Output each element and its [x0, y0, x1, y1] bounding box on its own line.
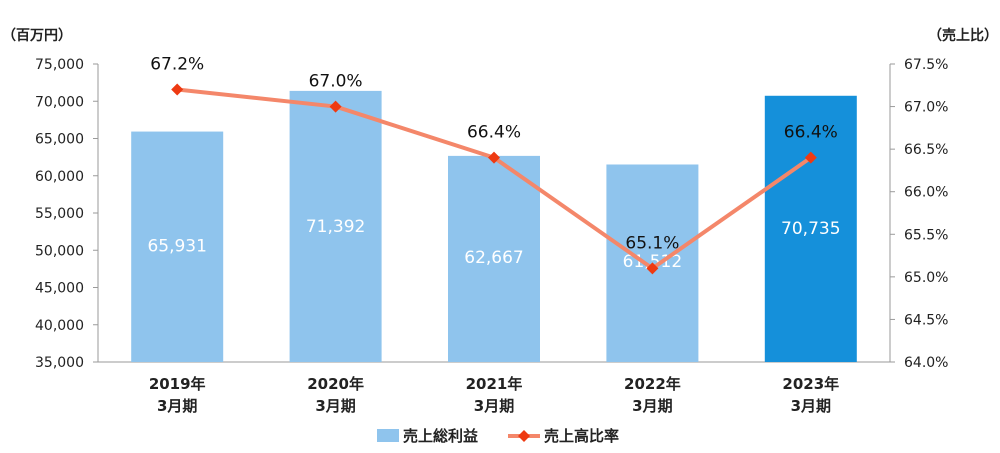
x-tick-label-period: 3月期	[315, 397, 355, 415]
bar-gross-profit	[448, 155, 540, 362]
x-tick-label-year: 2020年	[307, 375, 364, 393]
ratio-value-label: 67.2%	[150, 55, 204, 75]
left-tick-label: 45,000	[35, 281, 84, 297]
x-tick-label-period: 3月期	[157, 397, 197, 415]
ratio-marker	[171, 83, 184, 96]
left-tick-label: 60,000	[35, 169, 84, 185]
bar-gross-profit	[289, 90, 382, 362]
legend-bar-swatch	[377, 429, 399, 442]
ratio-value-label: 65.1%	[625, 233, 679, 253]
left-tick-label: 65,000	[35, 132, 84, 148]
bar-gross-profit	[131, 131, 224, 362]
ratio-value-label: 66.4%	[467, 123, 521, 143]
right-tick-label: 64.0%	[904, 355, 948, 371]
legend-line-marker	[518, 430, 530, 442]
x-tick-label-period: 3月期	[474, 397, 514, 415]
bar-value-label: 62,667	[464, 248, 523, 268]
right-tick-label: 67.0%	[904, 100, 948, 116]
x-tick-label-year: 2021年	[466, 375, 523, 393]
x-tick-label-period: 3月期	[632, 397, 672, 415]
left-tick-label: 55,000	[35, 206, 84, 222]
bar-gross-profit	[764, 95, 857, 363]
left-tick-label: 75,000	[35, 57, 84, 73]
x-tick-label-period: 3月期	[791, 397, 831, 415]
right-axis-unit-label: （売上比）	[928, 27, 998, 44]
left-tick-label: 35,000	[35, 355, 84, 371]
right-tick-label: 67.5%	[904, 57, 948, 73]
ratio-value-label: 67.0%	[309, 72, 363, 92]
right-tick-label: 66.5%	[904, 142, 948, 158]
left-tick-label: 40,000	[35, 318, 84, 334]
right-tick-label: 64.5%	[904, 312, 948, 328]
ratio-marker	[329, 100, 342, 113]
right-tick-label: 65.0%	[904, 270, 948, 286]
ratio-marker	[804, 151, 817, 164]
ratio-marker	[646, 262, 659, 275]
x-tick-label-year: 2022年	[624, 375, 681, 393]
left-tick-label: 50,000	[35, 243, 84, 259]
bar-value-label: 71,392	[306, 217, 365, 237]
ratio-value-label: 66.4%	[784, 123, 838, 143]
right-tick-label: 65.5%	[904, 227, 948, 243]
bar-value-label: 70,735	[781, 219, 840, 239]
right-tick-label: 66.0%	[904, 185, 948, 201]
bar-value-label: 65,931	[147, 236, 206, 256]
ratio-marker	[488, 151, 500, 164]
left-tick-label: 70,000	[35, 94, 84, 110]
x-tick-label-year: 2023年	[782, 375, 839, 393]
left-axis-unit-label: （百万円）	[2, 28, 72, 44]
x-tick-label-year: 2019年	[149, 375, 206, 393]
legend-line-label: 売上高比率	[544, 427, 619, 445]
legend-bar-label: 売上総利益	[403, 427, 478, 445]
